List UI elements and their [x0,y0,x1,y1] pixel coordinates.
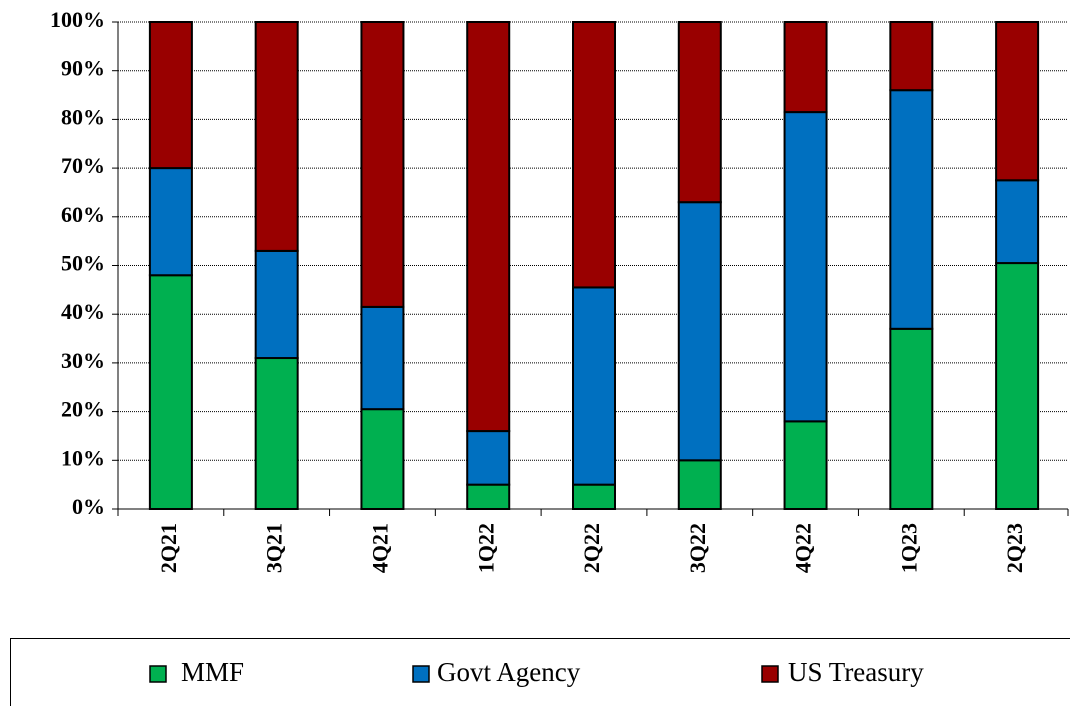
bar-segment [572,286,616,486]
bar-segment [360,21,405,308]
bar-segment [889,89,934,330]
bar-segment [995,262,1040,510]
bar-segment [254,357,299,510]
y-tick-label: 60% [61,202,105,227]
bar-segment [677,21,722,204]
bar-segment [254,249,299,360]
bar-segment [254,21,299,252]
bar-segment [466,430,511,486]
bar-segment [572,21,616,289]
bar-segment [360,408,405,511]
bar-segment [889,327,934,510]
x-tick-label: 1Q23 [896,523,921,573]
bar-segment [995,179,1040,265]
bar-segment [148,167,193,277]
y-tick-label: 90% [61,56,105,81]
y-tick-label: 40% [61,299,105,324]
bar-segment [677,201,722,462]
x-tick-label: 2Q21 [156,523,181,573]
legend-label: US Treasury [788,657,924,687]
y-tick-label: 50% [61,251,105,276]
bar-segment [148,274,193,510]
legend-box [10,638,1070,706]
y-tick-label: 30% [61,348,105,373]
bar-segment [466,483,511,510]
y-tick-label: 70% [61,153,105,178]
x-tick-label: 2Q23 [1002,523,1027,573]
legend-swatch [761,665,779,683]
y-tick-label: 80% [61,104,105,129]
legend-label: MMF [181,657,244,687]
bar-segment [677,459,722,510]
bar-segment [783,420,828,510]
bar-segment [572,483,616,510]
bar-segment [995,21,1040,182]
x-tick-label: 3Q22 [685,523,710,573]
x-tick-label: 2Q22 [579,523,604,573]
legend-label: Govt Agency [437,657,581,687]
y-tick-label: 0% [72,494,105,519]
legend-swatch [412,665,430,683]
x-tick-label: 1Q22 [473,523,498,573]
bar-segment [889,21,934,92]
y-tick-label: 20% [61,397,105,422]
x-tick-label: 4Q22 [791,523,816,573]
bar-segment [360,305,405,411]
x-tick-label: 4Q21 [367,523,392,573]
y-tick-label: 100% [50,7,105,32]
y-tick-label: 10% [61,445,105,470]
bar-segment [466,21,511,433]
bar-segment [148,21,193,170]
legend-swatch [149,665,167,683]
bar-segment [783,21,828,114]
bar-segment [783,111,828,423]
x-tick-label: 3Q21 [262,523,287,573]
